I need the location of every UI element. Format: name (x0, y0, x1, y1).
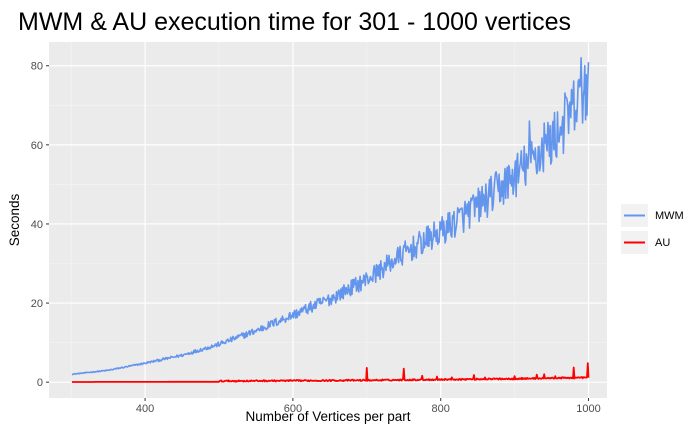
legend-label-mwm: MWM (655, 210, 684, 222)
x-axis-title: Number of Vertices per part (245, 409, 410, 424)
series-line-au (71, 362, 590, 383)
plot-panel (49, 42, 607, 398)
major-gridlines (49, 42, 607, 398)
y-axis-title: Seconds (7, 193, 22, 246)
y-tick-label: 20 (31, 298, 43, 310)
series-layer (71, 56, 590, 383)
x-tick-label: 1000 (576, 403, 600, 415)
y-axis: 0 20 40 60 80 (31, 61, 49, 389)
legend-label-au: AU (655, 237, 670, 249)
y-tick-label: 40 (31, 219, 43, 231)
y-tick-label: 80 (31, 61, 43, 73)
series-line-mwm (71, 56, 590, 376)
x-tick-label: 600 (284, 403, 302, 415)
y-tick-label: 0 (37, 377, 43, 389)
legend: MWM AU (621, 204, 684, 254)
y-tick-label: 60 (31, 140, 43, 152)
chart-title: MWM & AU execution time for 301 - 1000 v… (18, 8, 571, 36)
minor-gridlines (49, 42, 607, 398)
x-axis: 400 600 800 1000 (136, 398, 601, 415)
x-tick-label: 400 (136, 403, 154, 415)
x-tick-label: 800 (432, 403, 450, 415)
